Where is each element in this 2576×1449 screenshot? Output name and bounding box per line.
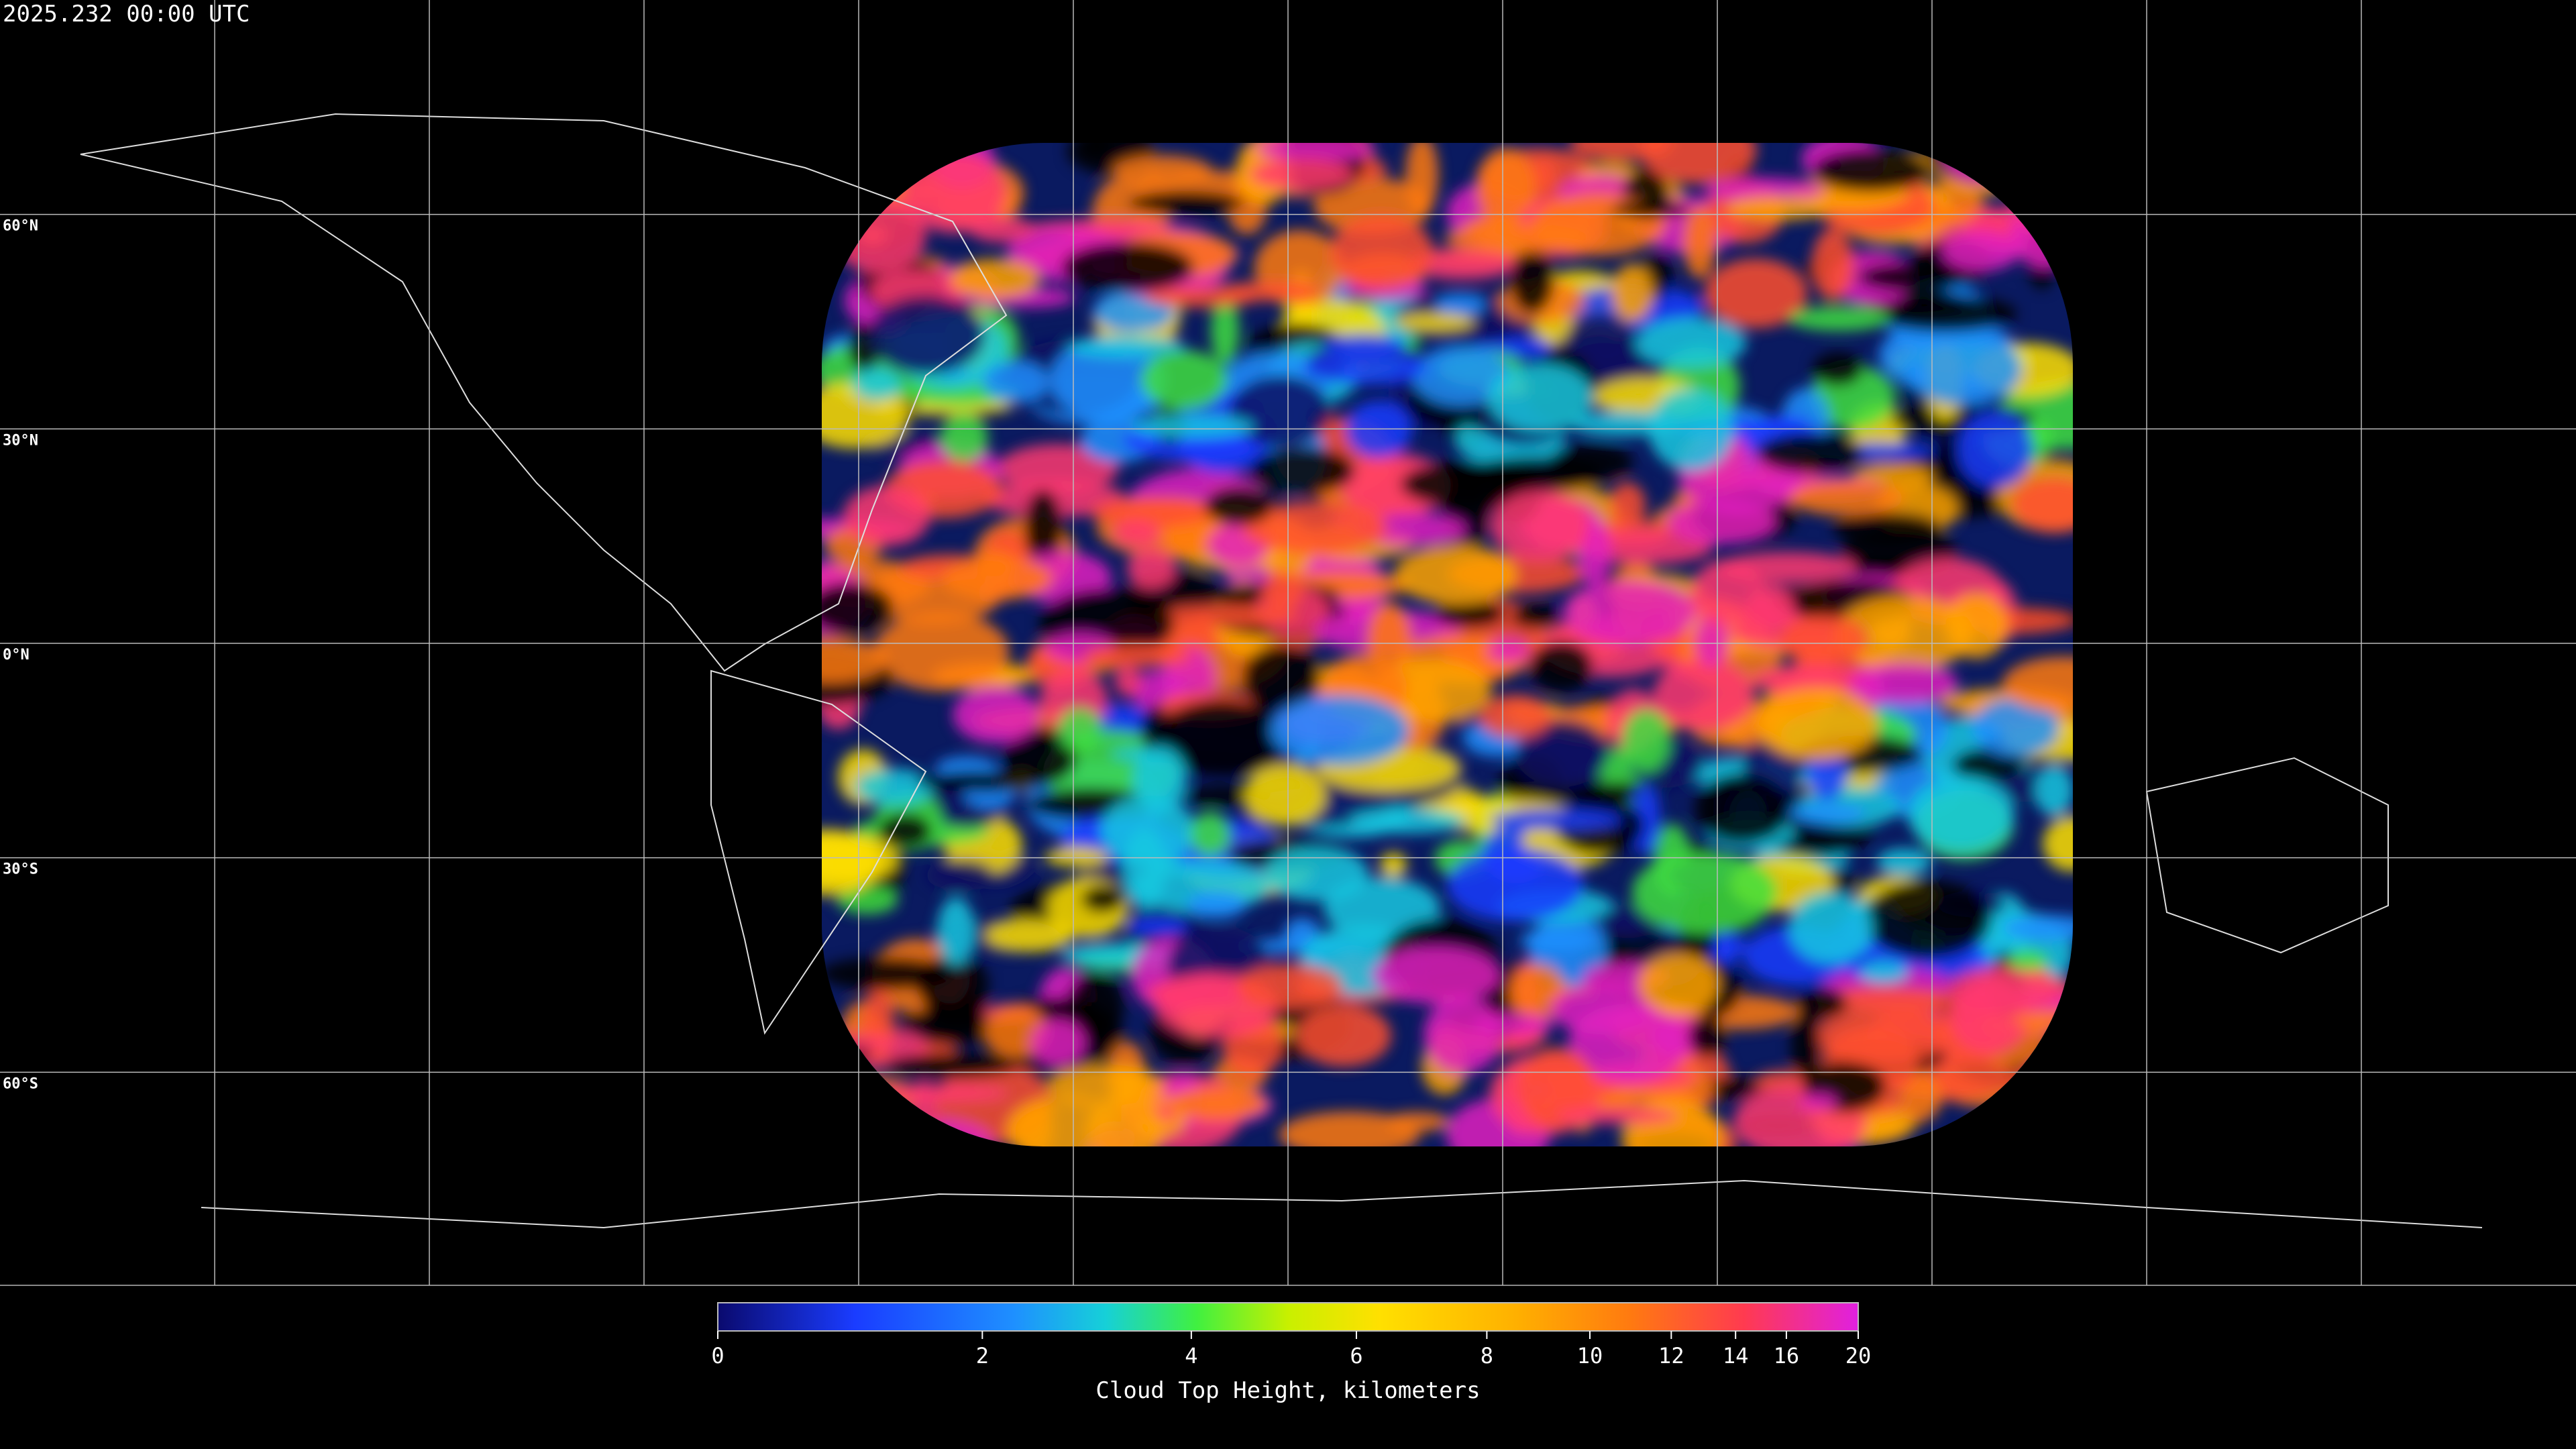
- latitude-label: 30°S: [3, 861, 38, 878]
- colorbar-tick-label: 16: [1774, 1343, 1800, 1368]
- latitude-label: 30°N: [3, 432, 38, 449]
- colorbar-tick-label: 6: [1350, 1343, 1362, 1368]
- colorbar-tick-label: 10: [1577, 1343, 1603, 1368]
- timestamp: 2025.232 00:00 UTC: [3, 1, 250, 28]
- graticule: 60°N 30°N 0°N 30°S 60°S: [0, 0, 2576, 1285]
- colorbar-tick-label: 4: [1185, 1343, 1197, 1368]
- colorbar-tick-label: 20: [1845, 1343, 1872, 1368]
- latitude-label: 0°N: [3, 647, 30, 663]
- colorbar: [717, 1302, 1859, 1332]
- latitude-label: 60°S: [3, 1075, 38, 1092]
- latitude-label: 60°N: [3, 218, 38, 235]
- colorbar-tick-label: 2: [976, 1343, 989, 1368]
- colorbar-tick-label: 12: [1658, 1343, 1684, 1368]
- satellite-image: [822, 143, 2073, 1146]
- colorbar-tick-label: 0: [711, 1343, 724, 1368]
- colorbar-label: Cloud Top Height, kilometers: [1095, 1377, 1480, 1404]
- colorbar-tick-label: 14: [1723, 1343, 1749, 1368]
- colorbar-tick-label: 8: [1481, 1343, 1493, 1368]
